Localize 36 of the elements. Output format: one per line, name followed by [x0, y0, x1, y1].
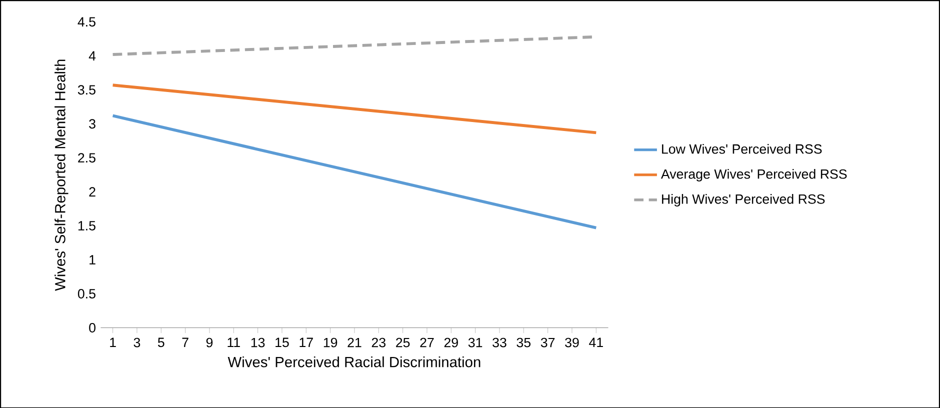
x-axis-title: Wives' Perceived Racial Discrimination [228, 356, 480, 368]
x-tick-label: 5 [158, 338, 164, 347]
x-tick-label: 27 [420, 338, 434, 347]
y-tick-label: 2.5 [78, 152, 96, 162]
x-tick-label: 25 [396, 338, 410, 348]
y-tick-label: 2 [89, 186, 96, 196]
x-tick-label: 41 [589, 338, 603, 347]
x-tick-label: 29 [444, 338, 458, 348]
x-tick-label: 35 [516, 338, 531, 348]
x-tick-label: 15 [276, 338, 289, 347]
legend-label: Average Wives' Perceived RSS [660, 168, 847, 182]
x-tick-label: 19 [324, 338, 338, 348]
x-tick-label: 23 [372, 338, 386, 348]
y-tick-label: 1.5 [78, 220, 96, 230]
y-tick-label: 3.5 [78, 84, 96, 94]
y-tick-label: 4 [88, 51, 96, 60]
legend-label: High Wives' Perceived RSS [662, 194, 825, 206]
x-tick-label: 39 [565, 338, 579, 348]
x-tick-label: 1 [110, 338, 116, 347]
x-tick-label: 11 [228, 338, 240, 347]
y-tick-label: 3 [89, 118, 96, 128]
legend-label: Low Wives' Perceived RSS [662, 144, 822, 154]
x-tick-label: 33 [492, 338, 506, 348]
x-tick-label: 17 [300, 338, 313, 347]
x-tick-label: 3 [134, 338, 140, 348]
y-tick-label: 0.5 [78, 288, 96, 298]
x-tick-label: 31 [468, 338, 482, 348]
y-tick-label: 4.5 [78, 17, 96, 26]
x-tick-label: 21 [348, 338, 362, 347]
x-tick-label: 9 [206, 338, 213, 348]
x-tick-label: 37 [540, 338, 555, 348]
y-tick-label: 1 [90, 254, 96, 264]
x-tick-label: 13 [251, 338, 265, 348]
x-tick-label: 7 [182, 338, 188, 347]
y-tick-label: 0 [89, 322, 96, 332]
y-axis-title: Wives' Self-Reported Mental Health [54, 60, 68, 291]
